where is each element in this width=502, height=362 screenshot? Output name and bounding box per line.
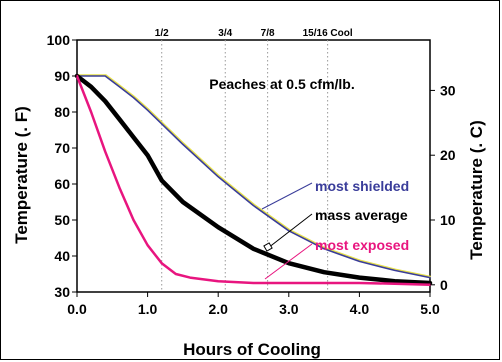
y-right-tick-label: 0 [440, 277, 448, 293]
series-label: most exposed [315, 237, 409, 253]
cooling-fraction-grid: 1/2 3/4 7/8 15/16 Cool [155, 28, 353, 292]
cooling-fraction-label: 1/2 [155, 28, 169, 39]
y-axis-title: Temperature (. F) [12, 106, 31, 244]
series-label: most shielded [315, 178, 409, 194]
y-right-axis-title: Temperature (. C) [467, 120, 486, 260]
leader-marker [263, 242, 273, 252]
y-tick-label: 80 [54, 104, 70, 120]
plot-area [76, 39, 431, 293]
series-layer: most shielded mass average most exposed [74, 73, 433, 287]
y-tick-label: 70 [54, 140, 70, 156]
series-leader-line [264, 243, 313, 280]
cooling-fraction-label: 7/8 [261, 28, 275, 39]
series-line-most-shielded [76, 75, 431, 279]
series-line-shielded-highlight [77, 74, 431, 278]
x-tick-label: 5.0 [420, 301, 440, 317]
x-axis-title: Hours of Cooling [183, 340, 321, 359]
y-tick-label: 100 [47, 32, 71, 48]
series-label: mass average [315, 207, 408, 223]
y-right-tick-label: 30 [440, 82, 456, 98]
axes-layer: 0.0 1.0 2.0 3.0 4.0 5.0 30 40 50 60 70 80 90 100 0 10 20… [47, 32, 456, 317]
x-tick-label: 2.0 [208, 301, 228, 317]
series-line-mass-average [74, 73, 433, 286]
chart-annotation: Peaches at 0.5 cfm/lb. [209, 76, 355, 92]
y-tick-label: 90 [54, 68, 70, 84]
cooling-fraction-label: 15/16 Cool [303, 28, 353, 39]
series-leader-line [261, 182, 313, 210]
y-tick-label: 30 [54, 284, 70, 300]
y-tick-label: 60 [54, 176, 70, 192]
x-tick-label: 0.0 [67, 301, 87, 317]
series-line-most-exposed [75, 74, 432, 287]
plot-border [76, 39, 431, 293]
x-tick-label: 3.0 [279, 301, 299, 317]
y-tick-label: 40 [54, 248, 70, 264]
cooling-fraction-label: 3/4 [218, 28, 232, 39]
series-leader-line [267, 213, 313, 249]
y-right-tick-label: 10 [440, 212, 456, 228]
y-right-tick-label: 20 [440, 147, 456, 163]
x-tick-label: 1.0 [138, 301, 158, 317]
y-tick-label: 50 [54, 212, 70, 228]
x-tick-label: 4.0 [350, 301, 370, 317]
